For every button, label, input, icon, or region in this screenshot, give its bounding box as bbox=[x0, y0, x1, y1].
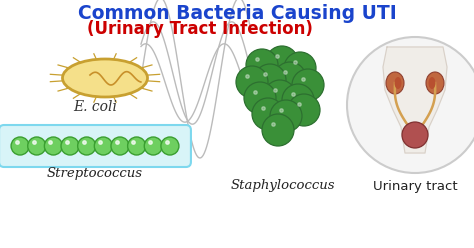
Circle shape bbox=[262, 114, 294, 146]
Circle shape bbox=[284, 52, 316, 84]
Circle shape bbox=[11, 137, 29, 155]
Circle shape bbox=[254, 64, 286, 96]
Circle shape bbox=[402, 122, 428, 148]
Ellipse shape bbox=[428, 77, 436, 89]
Circle shape bbox=[252, 98, 284, 130]
Circle shape bbox=[288, 94, 320, 126]
Text: Staphylococcus: Staphylococcus bbox=[231, 179, 335, 192]
Circle shape bbox=[111, 137, 129, 155]
Text: Urinary tract: Urinary tract bbox=[373, 180, 457, 193]
Circle shape bbox=[27, 137, 46, 155]
Circle shape bbox=[347, 37, 474, 173]
Circle shape bbox=[246, 49, 278, 81]
Text: (Urinary Tract Infection): (Urinary Tract Infection) bbox=[87, 20, 313, 38]
Circle shape bbox=[270, 100, 302, 132]
Circle shape bbox=[45, 137, 63, 155]
Circle shape bbox=[128, 137, 146, 155]
FancyBboxPatch shape bbox=[0, 125, 191, 167]
Circle shape bbox=[78, 137, 96, 155]
Text: Common Bacteria Causing UTI: Common Bacteria Causing UTI bbox=[78, 4, 396, 23]
Circle shape bbox=[94, 137, 112, 155]
Ellipse shape bbox=[63, 59, 147, 97]
Ellipse shape bbox=[386, 72, 404, 94]
Polygon shape bbox=[383, 47, 447, 153]
Circle shape bbox=[282, 84, 314, 116]
Circle shape bbox=[244, 82, 276, 114]
Text: E. coli: E. coli bbox=[73, 100, 117, 114]
Circle shape bbox=[266, 46, 298, 78]
Circle shape bbox=[236, 66, 268, 98]
Circle shape bbox=[292, 69, 324, 101]
Ellipse shape bbox=[394, 77, 401, 89]
Circle shape bbox=[144, 137, 162, 155]
Ellipse shape bbox=[426, 72, 444, 94]
Circle shape bbox=[264, 80, 296, 112]
Text: Streptococcus: Streptococcus bbox=[47, 167, 143, 180]
Circle shape bbox=[161, 137, 179, 155]
Circle shape bbox=[274, 62, 306, 94]
Circle shape bbox=[61, 137, 79, 155]
